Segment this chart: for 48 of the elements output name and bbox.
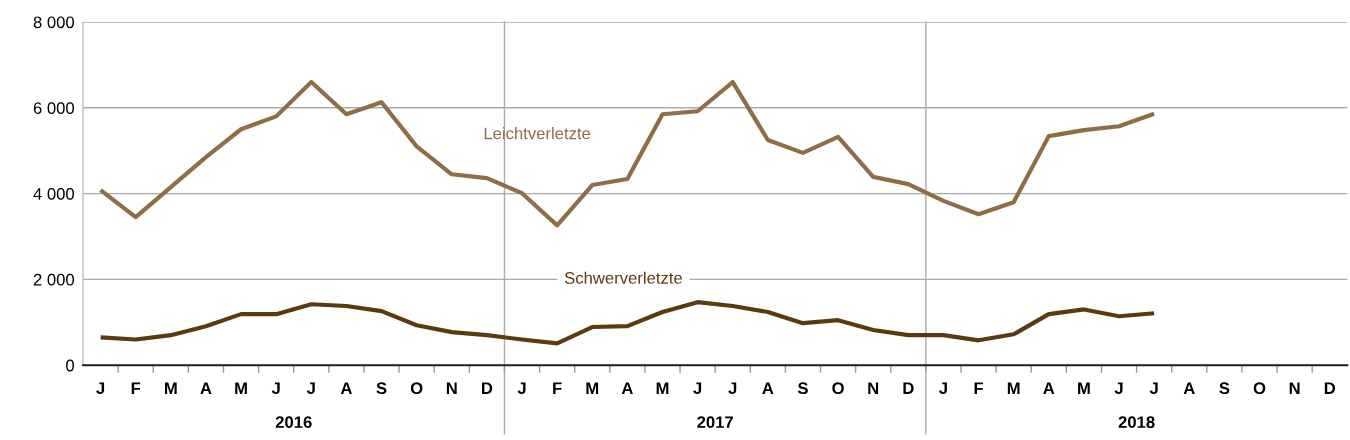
x-tick-label: O <box>1253 382 1266 395</box>
x-tick-label: F <box>974 382 984 394</box>
x-tick-label: N <box>868 382 879 394</box>
x-tick-label: M <box>656 382 669 394</box>
x-tick-label: J <box>96 382 105 395</box>
x-tick-label: A <box>1043 382 1055 394</box>
x-tick-label: A <box>1183 382 1195 394</box>
x-tick-label: S <box>797 382 808 395</box>
x-tick-label: S <box>376 382 387 395</box>
text: 2018 <box>1118 416 1155 429</box>
x-tick-label: O <box>410 382 423 395</box>
series-label: Schwerverletzte <box>564 271 682 284</box>
x-tick-label: D <box>903 382 914 394</box>
x-tick-label: S <box>1219 382 1230 395</box>
x-tick-label: J <box>728 382 737 395</box>
text: Leichtverletzte <box>484 127 591 140</box>
x-tick-label: F <box>131 382 141 394</box>
x-tick-label: A <box>621 382 633 394</box>
text: 2017 <box>697 416 733 429</box>
x-tick-label: N <box>446 382 457 394</box>
x-tick-label: J <box>939 382 947 395</box>
x-tick-label: F <box>553 382 562 394</box>
x-tick-label: M <box>235 382 247 394</box>
line-series <box>98 79 1157 228</box>
y-tick-label: 2 000 <box>33 273 75 286</box>
x-tick-label: A <box>762 382 774 394</box>
y-tick-label: 4 000 <box>33 188 75 200</box>
x-tick-label: J <box>693 382 702 395</box>
x-tick-label: N <box>1289 382 1300 394</box>
x-tick-label: O <box>832 382 844 395</box>
x-tick-label: J <box>271 382 280 395</box>
y-tick-label: 8 000 <box>33 16 75 29</box>
x-tick-label: J <box>1114 382 1123 395</box>
x-tick-label: M <box>165 382 177 394</box>
line-series <box>98 300 1157 346</box>
x-tick-label: J <box>306 382 315 395</box>
x-tick-label: M <box>1078 382 1090 394</box>
x-tick-label: J <box>517 382 526 395</box>
x-tick-label: A <box>200 382 212 394</box>
x-tick-label: J <box>1149 382 1158 395</box>
x-tick-label: M <box>1007 382 1020 394</box>
x-tick-label: M <box>586 382 599 394</box>
x-tick-label: D <box>481 382 493 394</box>
text: 2016 <box>275 416 312 429</box>
x-tick-label: D <box>1324 382 1336 394</box>
x-tick-label: A <box>340 382 352 394</box>
y-tick-label: 6 000 <box>33 102 75 114</box>
y-tick-label: 0 <box>66 359 75 372</box>
